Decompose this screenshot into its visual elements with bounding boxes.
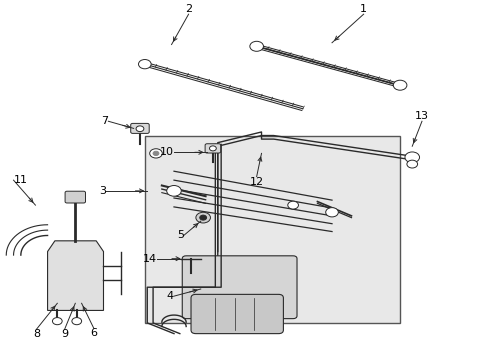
Circle shape [149,149,162,158]
Polygon shape [47,241,103,310]
Text: 8: 8 [33,329,40,339]
FancyBboxPatch shape [130,123,149,134]
Circle shape [404,152,419,163]
Text: 7: 7 [101,116,108,126]
Circle shape [52,318,62,325]
Circle shape [166,185,181,196]
Text: 6: 6 [90,328,97,338]
Text: 12: 12 [249,176,263,186]
Circle shape [196,212,210,223]
Text: 11: 11 [14,175,27,185]
Circle shape [200,215,206,220]
Circle shape [138,59,151,69]
Circle shape [153,151,159,156]
FancyBboxPatch shape [191,294,283,334]
FancyBboxPatch shape [182,256,296,319]
Circle shape [249,41,263,51]
Circle shape [325,208,338,217]
FancyBboxPatch shape [65,191,85,203]
Circle shape [406,160,417,168]
FancyBboxPatch shape [204,144,220,153]
Text: 10: 10 [160,147,174,157]
Text: 3: 3 [99,186,106,196]
Text: 4: 4 [166,291,174,301]
Text: 9: 9 [61,329,68,339]
Polygon shape [144,135,399,323]
Circle shape [392,80,406,90]
Circle shape [72,318,81,325]
Circle shape [209,146,216,151]
Text: 14: 14 [142,254,157,264]
Text: 13: 13 [414,111,428,121]
Circle shape [136,126,143,132]
Text: 1: 1 [359,4,366,14]
Text: 2: 2 [184,4,192,14]
Text: 5: 5 [176,230,183,240]
Circle shape [287,201,298,209]
